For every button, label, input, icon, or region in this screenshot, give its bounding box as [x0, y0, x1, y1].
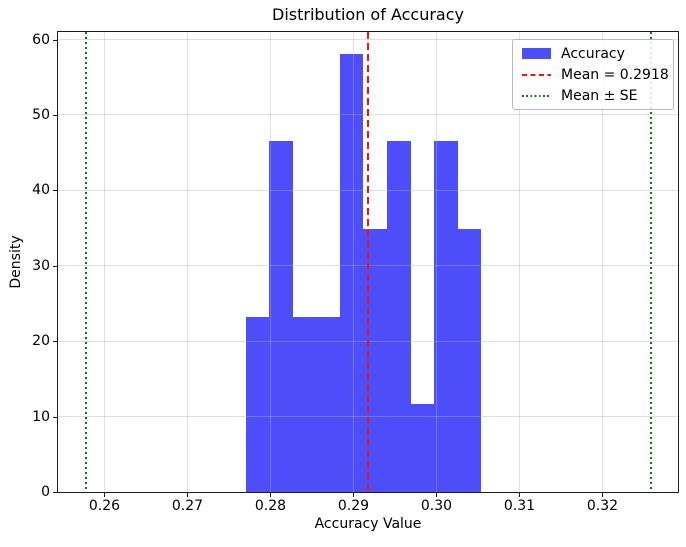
plot-area: Accuracy Mean = 0.2918 Mean ± SE [57, 31, 679, 493]
x-tick-label: 0.32 [586, 498, 619, 514]
histogram-bar [245, 316, 270, 492]
y-tick-label: 20 [32, 333, 50, 350]
x-tick-label: 0.27 [171, 498, 204, 514]
gridline-vertical [103, 32, 105, 492]
legend-label: Accuracy [561, 45, 625, 62]
y-tick-mark [53, 416, 57, 418]
x-tick-label: 0.26 [88, 498, 121, 514]
legend: Accuracy Mean = 0.2918 Mean ± SE [512, 39, 674, 110]
gridline-vertical [186, 32, 188, 492]
x-tick-label: 0.30 [420, 498, 453, 514]
histogram-bar [457, 229, 482, 492]
y-tick-mark [53, 341, 57, 343]
histogram-bar [387, 141, 411, 492]
y-tick-mark [53, 190, 57, 192]
legend-handle-patch-icon [522, 48, 551, 59]
histogram-bar [410, 404, 435, 492]
gridline-vertical [352, 32, 354, 492]
x-tick-mark [436, 493, 438, 497]
legend-entry: Mean = 0.2918 [522, 66, 669, 83]
x-tick-mark [187, 493, 189, 497]
legend-handle-dashed-icon [522, 73, 551, 76]
x-tick-mark [602, 493, 604, 497]
x-tick-label: 0.29 [337, 498, 370, 514]
y-tick-label: 30 [32, 257, 50, 274]
x-tick-mark [519, 493, 521, 497]
histogram-bar [269, 141, 293, 492]
se-line [85, 32, 88, 492]
legend-label: Mean ± SE [561, 87, 638, 104]
y-tick-label: 60 [32, 31, 50, 48]
histogram-bar [316, 316, 340, 492]
y-tick-label: 0 [41, 484, 50, 500]
legend-entry: Accuracy [522, 45, 664, 62]
y-tick-label: 10 [32, 408, 50, 425]
gridline-vertical [518, 32, 520, 492]
mean-line [367, 32, 370, 492]
x-tick-mark [104, 493, 106, 497]
x-tick-mark [270, 493, 272, 497]
gridline-vertical [269, 32, 271, 492]
x-axis-label: Accuracy Value [314, 516, 422, 532]
gridline-vertical [435, 32, 437, 492]
y-tick-label: 40 [32, 182, 50, 199]
y-tick-mark [53, 39, 57, 41]
legend-entry: Mean ± SE [522, 87, 664, 104]
gridline-vertical [601, 32, 603, 492]
x-tick-label: 0.28 [254, 498, 287, 514]
x-tick-mark [353, 493, 355, 497]
y-tick-mark [53, 114, 57, 116]
histogram-bar [434, 141, 458, 492]
chart-title: Distribution of Accuracy [272, 5, 464, 24]
se-line [649, 32, 652, 492]
legend-handle-dotted-icon [522, 94, 551, 97]
y-tick-mark [53, 265, 57, 267]
legend-label: Mean = 0.2918 [561, 66, 669, 83]
histogram-bar [292, 316, 317, 492]
histogram-bar [339, 53, 364, 492]
y-tick-mark [53, 492, 57, 493]
x-tick-label: 0.31 [503, 498, 536, 514]
y-tick-label: 50 [32, 106, 50, 123]
